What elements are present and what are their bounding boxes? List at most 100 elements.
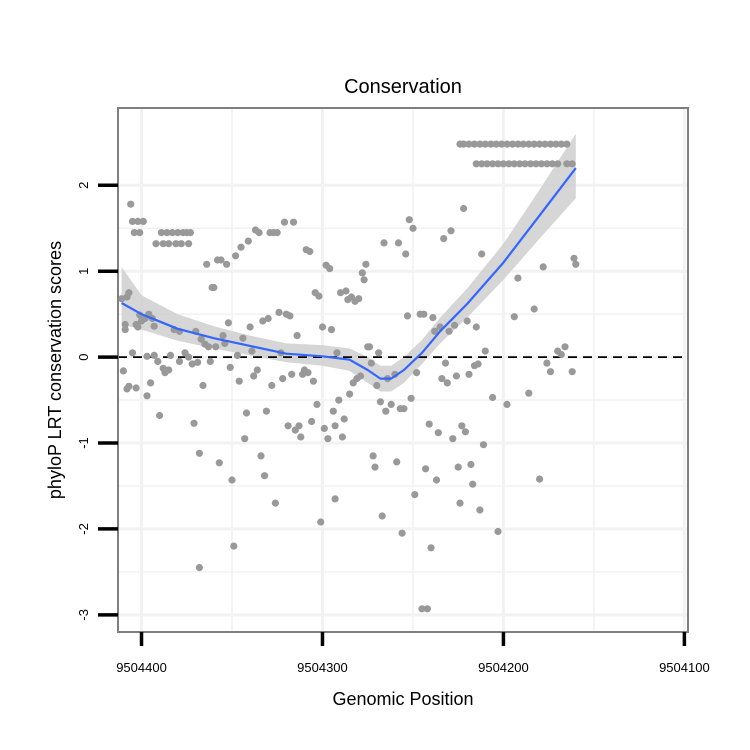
data-point <box>456 499 464 507</box>
data-point <box>537 160 546 168</box>
data-point <box>226 363 234 371</box>
data-point <box>217 256 225 264</box>
x-tick-label: 9504300 <box>297 660 348 675</box>
data-point <box>212 343 220 351</box>
data-point <box>508 140 517 148</box>
data-point <box>474 360 482 368</box>
data-point <box>479 441 488 449</box>
data-point <box>154 357 162 365</box>
data-point <box>346 390 354 398</box>
data-point <box>165 240 173 248</box>
data-point <box>288 370 296 378</box>
y-tick-label: -2 <box>76 523 91 535</box>
y-axis: -3 -2 -1 0 1 2 <box>76 182 118 621</box>
data-point <box>121 320 129 329</box>
data-point <box>521 160 529 168</box>
y-axis-label: phyloP LRT conservation scores <box>45 241 65 499</box>
data-point <box>163 229 171 237</box>
data-point <box>125 382 133 390</box>
data-point <box>434 429 442 437</box>
data-point <box>461 428 469 436</box>
data-point <box>143 392 151 400</box>
data-point <box>380 239 388 247</box>
data-point <box>152 240 160 248</box>
data-point <box>525 140 533 148</box>
x-tick-label: 9504200 <box>478 660 529 675</box>
data-point <box>174 229 182 237</box>
data-point <box>326 265 334 273</box>
data-point <box>264 314 272 323</box>
data-point <box>253 366 261 374</box>
data-point <box>375 349 383 357</box>
data-point <box>185 240 193 248</box>
data-point <box>481 140 489 148</box>
data-point <box>228 476 236 484</box>
data-point <box>190 419 198 427</box>
data-point <box>367 359 375 367</box>
data-point <box>127 200 135 208</box>
data-point <box>478 250 486 258</box>
data-point <box>554 160 562 168</box>
data-point <box>476 506 484 514</box>
data-point <box>465 140 473 148</box>
data-point <box>143 352 151 360</box>
data-point <box>445 327 453 335</box>
data-point <box>438 375 446 383</box>
data-point <box>297 433 305 441</box>
data-point <box>420 310 428 318</box>
data-point <box>121 326 129 334</box>
data-point <box>313 400 321 408</box>
smooth-line-layer <box>121 167 577 380</box>
data-point <box>489 393 497 402</box>
data-point <box>425 420 433 428</box>
data-point <box>394 239 403 247</box>
data-point <box>510 160 518 168</box>
data-point <box>206 357 214 365</box>
chart-title: Conservation <box>344 76 462 98</box>
data-point <box>315 292 323 300</box>
data-point <box>418 605 426 613</box>
data-point <box>472 160 480 168</box>
data-point <box>250 372 258 380</box>
data-point <box>159 240 167 248</box>
data-point <box>317 518 325 526</box>
data-point <box>427 544 435 552</box>
data-point <box>286 312 294 320</box>
data-point <box>563 160 571 168</box>
data-point <box>494 160 502 168</box>
data-point <box>403 312 412 320</box>
data-point <box>447 227 455 235</box>
data-point <box>539 263 547 271</box>
data-point <box>203 260 211 268</box>
data-point <box>472 323 480 331</box>
data-point <box>492 140 500 148</box>
data-point <box>355 295 363 303</box>
x-tick-label: 9504400 <box>116 660 167 675</box>
data-point <box>503 400 511 408</box>
data-point <box>304 369 312 377</box>
data-point <box>422 465 430 473</box>
data-point <box>546 140 555 148</box>
data-point <box>156 411 164 420</box>
data-point <box>514 274 522 282</box>
data-point <box>557 140 565 148</box>
data-point <box>525 389 533 397</box>
data-point <box>530 305 538 313</box>
data-point <box>327 326 336 334</box>
data-point <box>548 160 556 168</box>
data-point <box>244 237 252 245</box>
data-point <box>449 435 457 443</box>
data-point <box>237 243 245 251</box>
data-point <box>239 334 247 342</box>
smooth-trend-line <box>121 167 577 380</box>
data-point <box>398 529 406 537</box>
y-tick-label: -3 <box>76 609 91 621</box>
data-point <box>242 409 251 417</box>
data-point <box>452 372 460 380</box>
data-point <box>329 407 337 415</box>
data-point <box>413 369 421 377</box>
data-point <box>411 491 419 499</box>
x-axis: 9504400 9504300 9504200 9504100 <box>116 632 710 675</box>
data-point <box>460 204 468 213</box>
